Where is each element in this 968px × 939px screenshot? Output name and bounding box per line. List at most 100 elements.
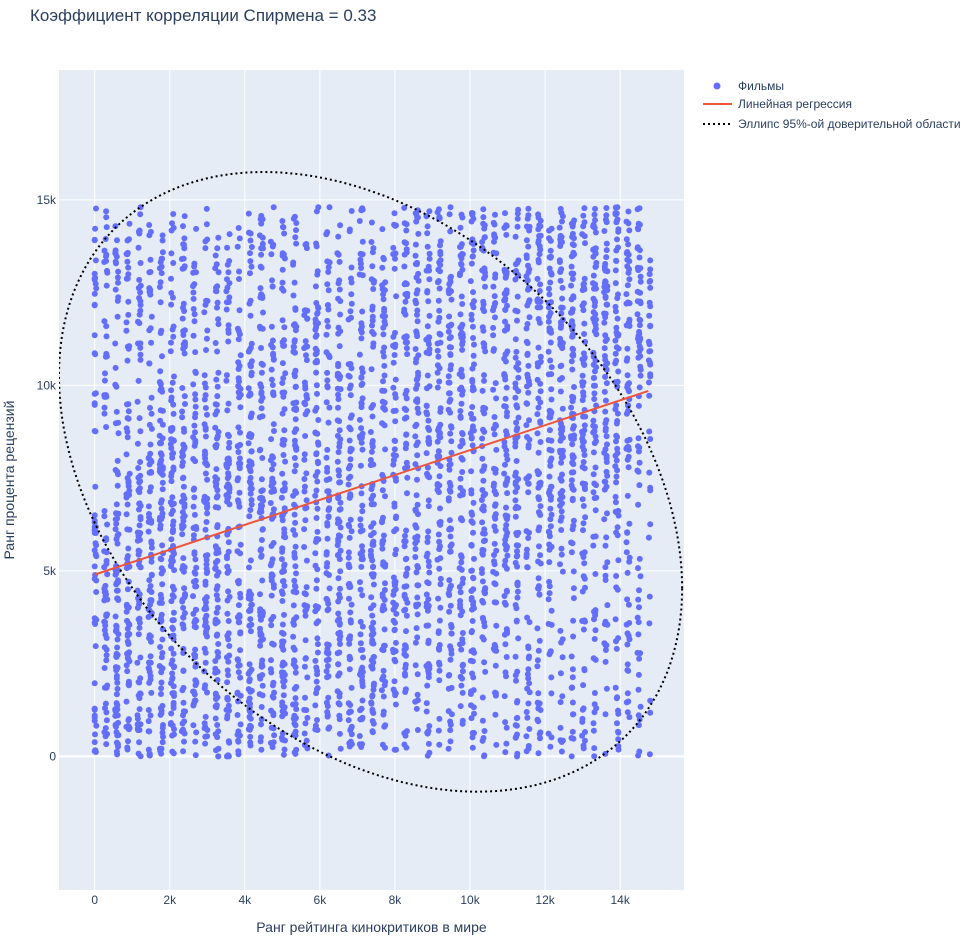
data-point [359,308,366,315]
data-point [392,407,399,414]
data-point [102,622,109,629]
legend-item-films[interactable]: Фильмы [713,79,784,93]
data-point [279,578,286,585]
data-point [613,344,620,351]
data-point [492,380,499,387]
data-point [590,449,597,456]
data-point [556,224,563,231]
data-point [402,339,409,346]
data-point [303,497,310,504]
data-point [203,557,210,563]
data-point [613,457,620,464]
data-point [590,542,597,549]
data-point [147,712,154,719]
data-point [168,710,175,717]
data-point [492,643,499,650]
data-point [523,400,530,407]
data-point [414,318,421,325]
data-point [248,448,255,455]
data-point [236,662,243,669]
data-point [103,282,110,289]
data-point [580,742,587,749]
data-point [136,624,143,631]
data-point [379,420,386,427]
data-point [568,263,575,270]
data-point [214,722,221,728]
data-point [501,403,508,410]
data-point [247,466,254,473]
data-point [313,243,320,250]
data-point [147,653,154,660]
data-point [446,608,453,615]
data-point [135,487,142,494]
data-point [257,381,264,388]
data-point [635,671,642,678]
data-point [513,268,519,274]
data-point [192,368,199,375]
data-point [367,605,374,612]
data-point [103,652,110,659]
data-point [113,708,119,714]
data-point [469,744,476,751]
data-point [337,641,343,647]
data-point [501,224,508,231]
data-point [480,507,487,514]
data-point [202,405,209,411]
data-point [514,563,521,570]
data-point [324,641,331,648]
data-point [346,595,352,602]
data-point [614,410,621,417]
data-point [459,662,466,669]
data-point [180,223,186,230]
data-point [259,240,266,247]
data-point [437,268,443,275]
data-point [214,283,221,290]
data-point [546,487,553,494]
data-point [623,250,630,257]
data-point [479,519,486,526]
data-point [114,237,120,244]
data-point [236,276,242,282]
data-point [367,547,374,554]
data-point [546,492,553,498]
data-point [403,527,410,534]
data-point [501,439,508,446]
data-point [468,542,475,549]
data-point [502,306,509,313]
data-point [224,407,231,414]
data-point [469,253,476,260]
data-point [447,525,454,532]
legend-item-regression[interactable]: Линейная регрессия [703,97,852,111]
data-point [371,277,377,284]
data-point [526,726,533,732]
data-point [326,204,333,211]
data-point [134,604,141,611]
data-point [191,651,198,658]
data-point [135,318,141,325]
data-point [291,553,298,560]
data-point [558,454,565,461]
data-point [313,678,320,685]
data-point [236,489,243,496]
data-point [224,475,231,482]
data-point [224,610,231,617]
data-point [635,712,642,719]
data-point [537,281,544,288]
legend-item-ellipse[interactable]: Эллипс 95%-ой доверительной области [703,117,961,131]
data-point [359,365,365,372]
data-point [537,388,544,395]
data-point [479,634,486,641]
data-point [192,414,198,421]
data-point [137,428,144,435]
data-point [246,676,253,683]
data-point [504,630,511,637]
x-tick-label: 12k [535,893,555,907]
data-point [512,653,519,660]
data-point [247,715,254,722]
data-point [292,563,299,570]
data-point [491,552,497,558]
data-point [624,384,631,391]
data-point [481,753,487,760]
data-point [180,304,186,311]
data-point [391,210,398,217]
